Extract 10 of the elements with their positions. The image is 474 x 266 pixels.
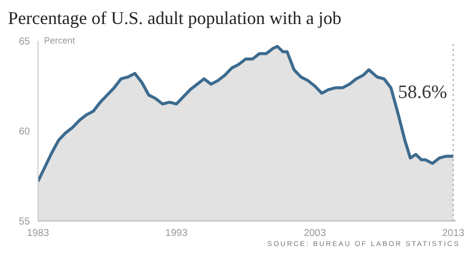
chart-title: Percentage of U.S. adult population with a job [8,8,342,29]
x-tick-label: 2003 [304,228,326,240]
x-tick-label: 1983 [26,228,50,240]
x-tick-label: 1993 [165,228,188,240]
y-tick-label: 55 [18,216,30,228]
y-tick-label: 65 [18,36,30,48]
y-axis-title: Percent [44,35,76,46]
y-tick-label: 60 [18,126,30,138]
annotation: 58.6% [396,82,450,104]
x-tick-label: 2013 [442,228,465,240]
